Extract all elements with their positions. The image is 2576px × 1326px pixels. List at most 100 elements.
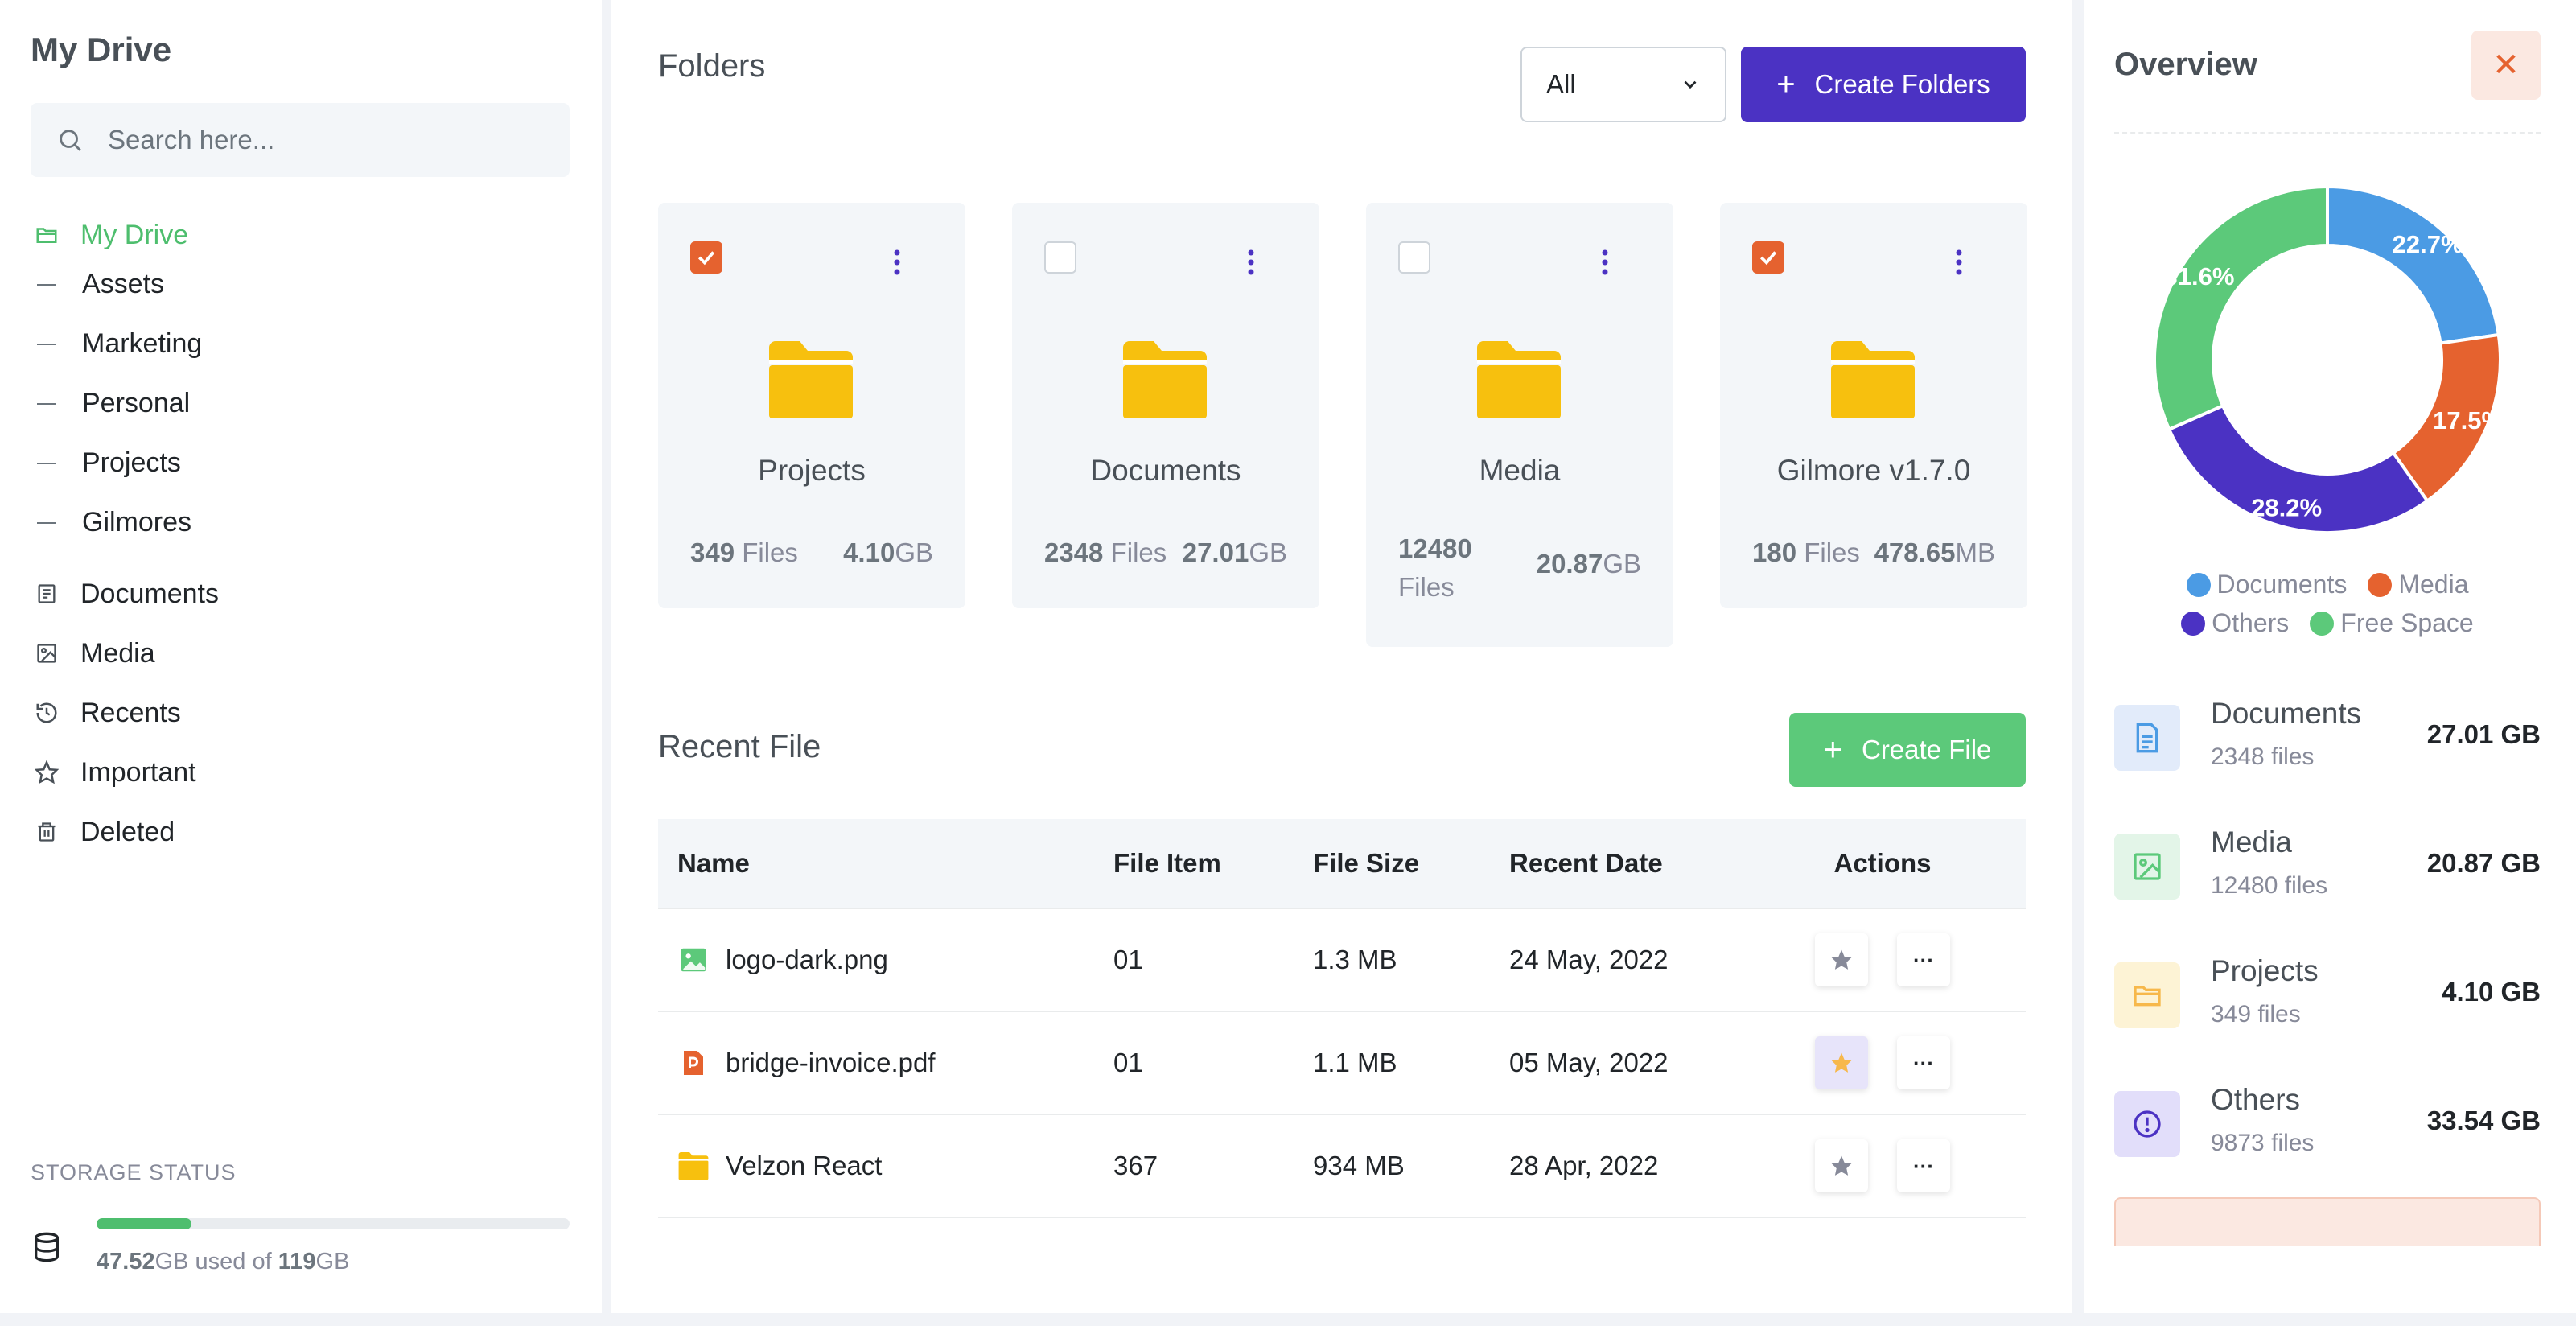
folder-name: Documents — [1090, 454, 1241, 487]
file-size: 934 MB — [1313, 1151, 1405, 1180]
donut-slice-label: 22.7% — [2393, 230, 2463, 258]
column-header-name[interactable]: Name — [677, 848, 750, 878]
image-icon — [2114, 834, 2180, 900]
database-icon — [31, 1231, 63, 1267]
overview-item-others[interactable]: Others 9873 files 33.54 GB — [2114, 1083, 2541, 1163]
column-header-recent-date[interactable]: Recent Date — [1509, 848, 1663, 878]
folder-name: Gilmore v1.7.0 — [1776, 454, 1971, 487]
sidebar-item-my-drive[interactable]: My Drive — [31, 219, 188, 251]
file-actions: ··· — [1773, 1115, 1992, 1217]
folder-checkbox[interactable] — [1398, 241, 1430, 274]
column-header-file-item[interactable]: File Item — [1113, 848, 1221, 878]
file-name-cell[interactable]: Velzon React — [677, 1115, 882, 1217]
sidebar-item-label: Gilmores — [82, 507, 192, 537]
folder-file-count: 349 Files — [690, 537, 798, 567]
overview-item-size: 33.54 GB — [2426, 1106, 2541, 1135]
star-icon — [1831, 1155, 1852, 1176]
donut-slice-label: 31.6% — [2163, 262, 2234, 290]
sidebar-item-documents[interactable]: Documents — [31, 578, 219, 610]
more-actions-button[interactable]: ··· — [1897, 933, 1950, 986]
overview-item-projects[interactable]: Projects 349 files 4.10 GB — [2114, 954, 2541, 1035]
create-folders-label: Create Folders — [1814, 69, 1990, 99]
folder-icon — [677, 1150, 710, 1182]
column-header-file-size[interactable]: File Size — [1313, 848, 1420, 878]
sidebar-subitem-projects[interactable]: Projects — [31, 447, 181, 479]
sidebar-subitem-assets[interactable]: Assets — [31, 269, 164, 300]
recent-files-table: Name File Item File Size Recent Date Act… — [658, 819, 2026, 1218]
overview-title: Overview — [2114, 47, 2257, 82]
sidebar-item-label: Recents — [80, 697, 181, 728]
overview-item-files: 2348 files — [2211, 743, 2315, 770]
sidebar-subitem-marketing[interactable]: Marketing — [31, 328, 202, 360]
sidebar-item-deleted[interactable]: Deleted — [31, 816, 175, 848]
sidebar-item-label: Media — [80, 637, 155, 669]
sidebar-subitem-gilmores[interactable]: Gilmores — [31, 507, 191, 538]
donut-slice-others[interactable] — [2167, 403, 2430, 534]
more-actions-button[interactable]: ··· — [1897, 1036, 1950, 1089]
favorite-button[interactable] — [1815, 933, 1868, 986]
sidebar-item-label: Deleted — [80, 816, 175, 847]
sidebar-item-media[interactable]: Media — [31, 637, 155, 669]
folder-card[interactable]: Documents 2348 Files 27.01GB — [1012, 203, 1319, 608]
sidebar-item-label: My Drive — [80, 219, 189, 250]
file-name: bridge-invoice.pdf — [726, 1048, 936, 1077]
more-vertical-icon[interactable] — [1239, 246, 1263, 282]
create-file-button[interactable]: + Create File — [1789, 713, 2026, 787]
folder-meta: 180 Files 478.65MB — [1752, 537, 1995, 568]
close-icon: ✕ — [2492, 47, 2520, 83]
search-input[interactable] — [108, 125, 558, 155]
legend-label: Media — [2398, 570, 2469, 599]
divider — [2114, 132, 2541, 134]
folder-card[interactable]: Media 12480 Files 20.87GB — [1366, 203, 1673, 647]
folder-filter-select[interactable]: All — [1520, 47, 1726, 122]
more-vertical-icon[interactable] — [1593, 246, 1617, 282]
sidebar-item-important[interactable]: Important — [31, 756, 196, 789]
folder-checkbox[interactable] — [1044, 241, 1076, 274]
sidebar-item-recents[interactable]: Recents — [31, 697, 181, 729]
recent-file-title: Recent File — [658, 729, 821, 764]
more-vertical-icon[interactable] — [885, 246, 909, 282]
chevron-down-icon — [1684, 80, 1697, 89]
folder-file-count: 180 Files — [1752, 537, 1860, 567]
folder-meta: 12480 Files 20.87GB — [1398, 533, 1641, 607]
overview-item-size: 20.87 GB — [2426, 848, 2541, 878]
more-actions-button[interactable]: ··· — [1897, 1139, 1950, 1192]
close-button[interactable]: ✕ — [2471, 31, 2541, 100]
folder-checkbox[interactable] — [690, 241, 722, 274]
folder-card[interactable]: Projects 349 Files 4.10GB — [658, 203, 965, 608]
file-name-cell[interactable]: bridge-invoice.pdf — [677, 1012, 936, 1114]
storage-progress-bar — [97, 1218, 570, 1229]
overview-item-media[interactable]: Media 12480 files 20.87 GB — [2114, 826, 2541, 906]
search-box[interactable] — [31, 103, 570, 177]
donut-slice-documents[interactable] — [2326, 184, 2501, 345]
create-folders-button[interactable]: + Create Folders — [1741, 47, 2026, 122]
table-row[interactable]: Velzon React 367 934 MB 28 Apr, 2022 ··· — [658, 1115, 2026, 1218]
donut-slice-label: 17.5% — [2433, 406, 2504, 434]
overview-item-documents[interactable]: Documents 2348 files 27.01 GB — [2114, 697, 2541, 777]
overview-item-files: 9873 files — [2211, 1130, 2315, 1156]
folder-file-count: 12480 Files — [1398, 533, 1472, 602]
overview-item-size: 27.01 GB — [2426, 719, 2541, 749]
donut-slice-free-space[interactable] — [2153, 184, 2329, 432]
favorite-button[interactable] — [1815, 1139, 1868, 1192]
star-icon — [1831, 1052, 1852, 1073]
legend-item-free-space: Free Space — [2310, 608, 2474, 638]
sidebar-item-label: Documents — [80, 578, 219, 609]
folder-card[interactable]: Gilmore v1.7.0 180 Files 478.65MB — [1720, 203, 2027, 608]
sidebar-subitem-personal[interactable]: Personal — [31, 388, 190, 419]
overview-item-files: 12480 files — [2211, 872, 2328, 899]
file-item-count: 01 — [1113, 1048, 1143, 1077]
sidebar-title: My Drive — [31, 31, 172, 68]
folder-checkbox[interactable] — [1752, 241, 1784, 274]
document-icon — [2114, 705, 2180, 771]
more-vertical-icon[interactable] — [1947, 246, 1971, 282]
legend-label: Documents — [2216, 570, 2348, 599]
table-row[interactable]: logo-dark.png 01 1.3 MB 24 May, 2022 ··· — [658, 909, 2026, 1012]
folder-meta: 2348 Files 27.01GB — [1044, 537, 1287, 568]
favorite-button[interactable] — [1815, 1036, 1868, 1089]
storage-status-label: STORAGE STATUS — [31, 1160, 237, 1184]
table-row[interactable]: bridge-invoice.pdf 01 1.1 MB 05 May, 2022 ··… — [658, 1012, 2026, 1115]
search-icon — [60, 130, 81, 151]
checkmark-icon — [1759, 251, 1777, 266]
file-name-cell[interactable]: logo-dark.png — [677, 909, 888, 1011]
